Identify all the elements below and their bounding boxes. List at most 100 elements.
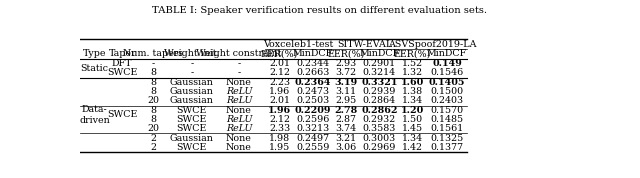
Text: 8: 8 [150,87,156,96]
Text: SWCE: SWCE [177,106,207,115]
Text: 8: 8 [150,106,156,115]
Text: EER(%): EER(%) [394,49,431,59]
Text: 8: 8 [150,68,156,77]
Text: Type: Type [83,49,106,59]
Text: ReLU: ReLU [226,115,252,124]
Text: ReLU: ReLU [226,96,252,105]
Text: 1.38: 1.38 [402,87,423,96]
Text: 0.2473: 0.2473 [296,87,330,96]
Text: None: None [226,106,252,115]
Text: SWCE: SWCE [177,115,207,124]
Text: 3.74: 3.74 [335,124,356,133]
Text: -: - [237,68,241,77]
Text: 0.2503: 0.2503 [296,96,330,105]
Text: -: - [190,59,193,68]
Text: 0.2939: 0.2939 [363,87,396,96]
Text: 2.23: 2.23 [269,78,290,87]
Text: 0.2497: 0.2497 [296,134,330,143]
Text: Gaussian: Gaussian [170,87,214,96]
Text: SWCE: SWCE [177,143,207,152]
Text: Gaussian: Gaussian [170,78,214,87]
Text: Gaussian: Gaussian [170,96,214,105]
Text: 0.3321: 0.3321 [361,78,397,87]
Text: Weight init.: Weight init. [164,49,220,59]
Text: 0.3583: 0.3583 [363,124,396,133]
Text: 2.33: 2.33 [269,124,291,133]
Text: 0.2663: 0.2663 [296,68,330,77]
Text: 0.1500: 0.1500 [431,87,463,96]
Text: 0.2862: 0.2862 [361,106,397,115]
Text: 0.2209: 0.2209 [294,106,331,115]
Text: Gaussian: Gaussian [170,134,214,143]
Text: 1.32: 1.32 [402,68,423,77]
Text: None: None [226,143,252,152]
Text: None: None [226,134,252,143]
Text: 1.52: 1.52 [402,59,423,68]
Text: SWCE: SWCE [107,68,138,77]
Text: SWCE: SWCE [177,124,207,133]
Text: 2.95: 2.95 [335,96,356,105]
Text: 1.50: 1.50 [402,115,423,124]
Text: 0.1405: 0.1405 [429,78,465,87]
Text: Data-
driven: Data- driven [79,105,109,125]
Text: 8: 8 [150,78,156,87]
Text: 2.12: 2.12 [269,115,290,124]
Text: ASVSpoof2019-LA: ASVSpoof2019-LA [388,40,477,49]
Text: 1.96: 1.96 [269,87,291,96]
Text: SITW-EVAL: SITW-EVAL [337,40,392,49]
Text: ReLU: ReLU [226,124,252,133]
Text: 0.2403: 0.2403 [431,96,463,105]
Text: 0.1570: 0.1570 [431,106,463,115]
Text: 0.1377: 0.1377 [431,143,463,152]
Text: 2.01: 2.01 [269,96,290,105]
Text: 0.2344: 0.2344 [296,59,330,68]
Text: 1.20: 1.20 [401,106,424,115]
Text: DFT: DFT [112,59,132,68]
Text: 3.19: 3.19 [335,78,358,87]
Text: 3.11: 3.11 [335,87,356,96]
Text: 8: 8 [150,115,156,124]
Text: 0.3003: 0.3003 [363,134,396,143]
Text: SWCE: SWCE [107,110,138,119]
Text: Voxceleb1-test: Voxceleb1-test [263,40,333,49]
Text: 2: 2 [150,143,156,152]
Text: 1.34: 1.34 [402,134,423,143]
Text: 0.2364: 0.2364 [294,78,331,87]
Text: 0.2932: 0.2932 [363,115,396,124]
Text: 2.87: 2.87 [335,115,356,124]
Text: None: None [226,78,252,87]
Text: 3.06: 3.06 [335,143,356,152]
Text: 2.12: 2.12 [269,68,290,77]
Text: EER(%): EER(%) [261,49,298,59]
Text: ReLU: ReLU [226,87,252,96]
Text: MinDCF: MinDCF [292,49,333,59]
Text: 2: 2 [150,134,156,143]
Text: 0.1561: 0.1561 [431,124,463,133]
Text: Num. tapers: Num. tapers [124,49,184,59]
Text: 0.2901: 0.2901 [363,59,396,68]
Text: 1.45: 1.45 [402,124,423,133]
Text: 1.42: 1.42 [402,143,423,152]
Text: 0.2969: 0.2969 [363,143,396,152]
Text: Weight constraint: Weight constraint [196,49,282,59]
Text: 0.3213: 0.3213 [296,124,330,133]
Text: 0.1325: 0.1325 [431,134,463,143]
Text: 1.34: 1.34 [402,96,423,105]
Text: 0.149: 0.149 [432,59,462,68]
Text: 1.96: 1.96 [268,106,291,115]
Text: Taper: Taper [108,49,136,59]
Text: MinDCF: MinDCF [427,49,467,59]
Text: 0.2864: 0.2864 [363,96,396,105]
Text: TABLE I: Speaker verification results on different evaluation sets.: TABLE I: Speaker verification results on… [152,6,488,15]
Text: Static: Static [81,64,108,73]
Text: 3.21: 3.21 [335,134,356,143]
Text: 0.1485: 0.1485 [431,115,463,124]
Text: 0.2596: 0.2596 [296,115,330,124]
Text: -: - [152,59,155,68]
Text: -: - [237,59,241,68]
Text: MinDCF: MinDCF [359,49,399,59]
Text: 0.3214: 0.3214 [363,68,396,77]
Text: 1.95: 1.95 [269,143,291,152]
Text: 3.72: 3.72 [335,68,356,77]
Text: 0.2559: 0.2559 [296,143,330,152]
